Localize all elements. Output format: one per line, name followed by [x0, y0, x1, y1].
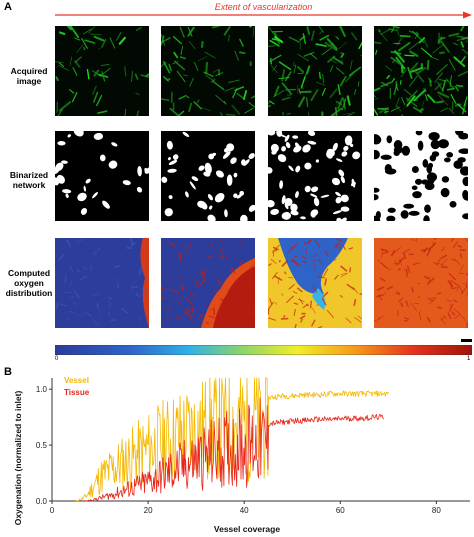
x-tick-label: 80	[432, 506, 441, 515]
row-label-binarized: Binarized network	[0, 170, 58, 190]
legend-vessel: Vessel	[64, 376, 89, 385]
row-label-line: image	[16, 76, 42, 86]
panel-b-letter: B	[4, 366, 12, 378]
oxygen-map-3	[268, 238, 362, 328]
y-tick-label: 1.0	[36, 385, 48, 394]
series-line-tissue	[85, 397, 384, 502]
binarized-network-2	[161, 131, 255, 221]
oxygen-colorbar	[55, 345, 472, 355]
row-label-acquired: Acquired image	[0, 66, 58, 86]
arrow-label: Extent of vascularization	[214, 2, 313, 12]
row-label-line: Computed	[7, 268, 51, 278]
y-axis-label: Oxygenation (normalized to inlet)	[13, 391, 23, 526]
acquired-image-3	[268, 26, 362, 116]
binarized-network-3	[268, 131, 362, 221]
acquired-image-4	[374, 26, 468, 116]
binarized-network-4	[374, 131, 468, 221]
row-label-line: distribution	[5, 288, 53, 298]
acquired-image-2	[161, 26, 255, 116]
legend-tissue: Tissue	[64, 388, 90, 397]
oxygenation-chart: Oxygenation (normalized to inlet) Vessel…	[13, 376, 470, 534]
row-label-line: oxygen	[14, 278, 44, 288]
scale-bar	[461, 339, 472, 342]
colorbar-min-label: 0	[55, 356, 59, 362]
oxygen-map-2	[161, 238, 255, 328]
x-tick-label: 20	[144, 506, 153, 515]
x-tick-label: 40	[240, 506, 249, 515]
x-tick-label: 0	[50, 506, 55, 515]
row-label-line: Binarized	[9, 170, 49, 180]
oxygen-map-1	[55, 238, 149, 328]
y-tick-label: 0.0	[36, 497, 48, 506]
row-label-line: network	[12, 180, 46, 190]
y-tick-label: 0.5	[36, 441, 48, 450]
colorbar-max-label: 1	[467, 356, 471, 362]
oxygen-map-4	[374, 238, 468, 328]
x-tick-label: 60	[336, 506, 345, 515]
panel-a-letter: A	[4, 1, 12, 13]
row-label-computed: Computed oxygen distribution	[0, 268, 58, 298]
binarized-network-1	[55, 131, 149, 221]
row-label-line: Acquired	[10, 66, 48, 76]
x-axis-label: Vessel coverage	[214, 524, 280, 534]
acquired-image-1	[55, 26, 149, 116]
vascularization-arrow	[55, 11, 472, 19]
